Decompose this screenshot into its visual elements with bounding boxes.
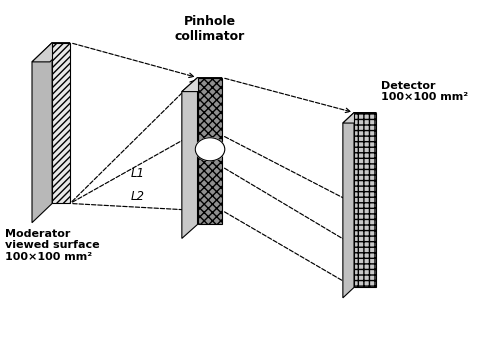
Text: Pinhole
collimator: Pinhole collimator xyxy=(175,15,245,43)
Text: Detector
100×100 mm²: Detector 100×100 mm² xyxy=(381,81,468,102)
Text: Moderator
viewed surface
100×100 mm²: Moderator viewed surface 100×100 mm² xyxy=(5,229,100,262)
Polygon shape xyxy=(354,113,376,287)
Polygon shape xyxy=(32,43,52,223)
Text: L2: L2 xyxy=(131,190,144,203)
Polygon shape xyxy=(343,113,354,298)
Text: L1: L1 xyxy=(131,167,144,180)
Polygon shape xyxy=(343,113,376,123)
Polygon shape xyxy=(197,78,222,224)
Polygon shape xyxy=(182,78,222,92)
Polygon shape xyxy=(52,43,70,204)
Circle shape xyxy=(195,138,225,161)
Polygon shape xyxy=(32,43,70,62)
Polygon shape xyxy=(182,78,197,238)
